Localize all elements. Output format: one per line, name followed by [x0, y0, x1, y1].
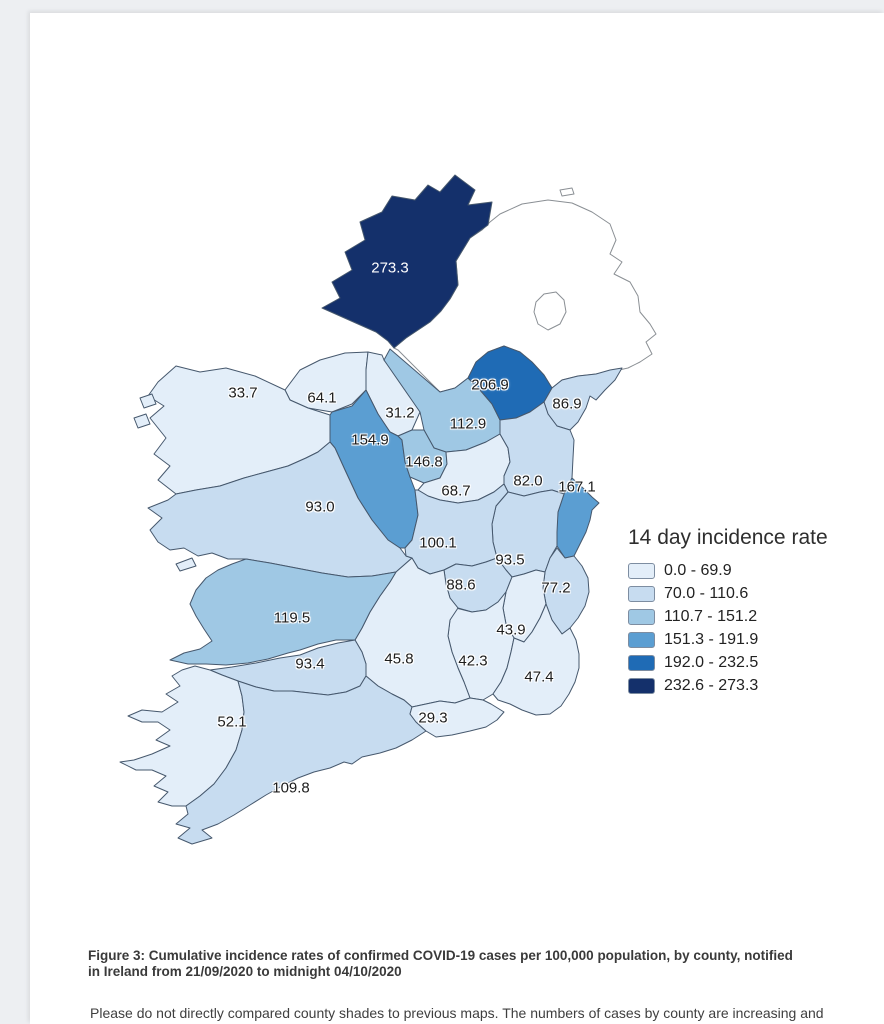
figure-caption: Figure 3: Cumulative incidence rates of … — [88, 948, 828, 980]
legend-label: 192.0 - 232.5 — [664, 653, 759, 671]
legend-item: 232.6 - 273.3 — [628, 677, 868, 694]
figure-caption-line1: Figure 3: Cumulative incidence rates of … — [88, 948, 793, 963]
map-legend: 14 day incidence rate 0.0 - 69.9 70.0 - 1… — [628, 526, 868, 700]
legend-swatch — [628, 608, 655, 625]
legend-swatch — [628, 585, 655, 602]
island-region — [175, 557, 197, 572]
county-region — [492, 603, 580, 716]
legend-item: 151.3 - 191.9 — [628, 631, 868, 648]
legend-swatch — [628, 677, 655, 694]
legend-swatch — [628, 654, 655, 671]
legend-title: 14 day incidence rate — [628, 526, 828, 549]
county-region — [175, 675, 427, 845]
island-region — [139, 393, 157, 409]
legend-swatch — [628, 562, 655, 579]
legend-item: 70.0 - 110.6 — [628, 585, 868, 602]
legend-items: 0.0 - 69.9 70.0 - 110.6 110.7 - 151.2 151.3… — [628, 562, 868, 694]
legend-item: 110.7 - 151.2 — [628, 608, 868, 625]
legend-item: 0.0 - 69.9 — [628, 562, 868, 579]
legend-swatch — [628, 631, 655, 648]
lough-neagh-outline — [533, 291, 567, 331]
legend-label: 110.7 - 151.2 — [664, 607, 758, 625]
island-region — [133, 413, 151, 429]
legend-label: 70.0 - 110.6 — [664, 584, 749, 602]
county-region — [409, 697, 505, 738]
note-text: Please do not directly compared county s… — [90, 1005, 824, 1021]
legend-label: 0.0 - 69.9 — [664, 561, 732, 579]
legend-label: 151.3 - 191.9 — [664, 630, 759, 648]
legend-label: 232.6 - 273.3 — [664, 676, 759, 694]
county-region — [169, 558, 397, 666]
rathlin-island-outline — [559, 187, 575, 197]
legend-item: 192.0 - 232.5 — [628, 654, 868, 671]
county-region — [321, 174, 493, 349]
figure-caption-line2: in Ireland from 21/09/2020 to midnight 0… — [88, 964, 402, 979]
